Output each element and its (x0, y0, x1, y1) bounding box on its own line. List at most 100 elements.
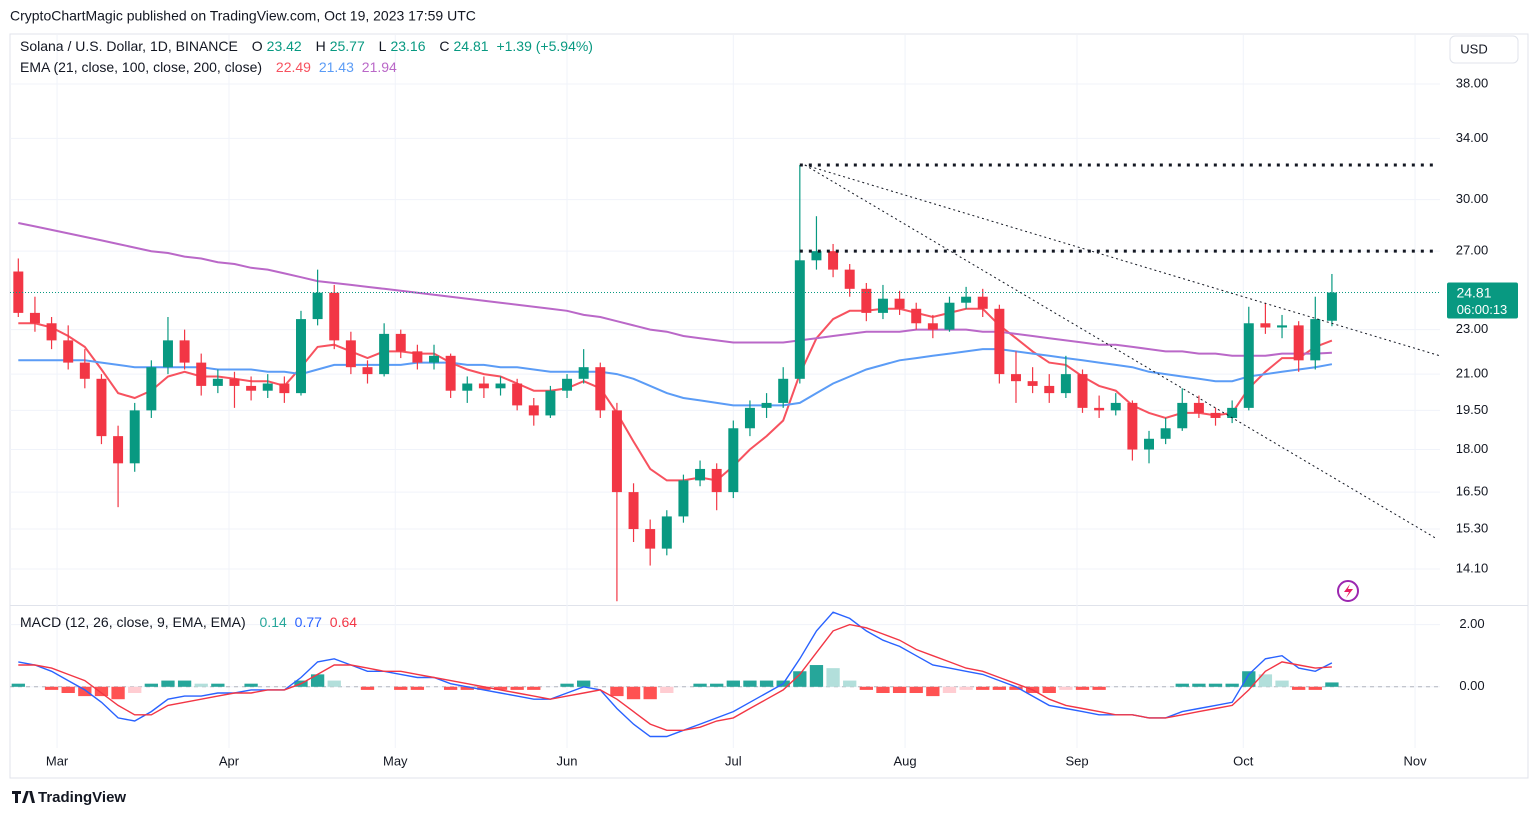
x-tick-label: Aug (894, 753, 917, 768)
candle-body (994, 308, 1005, 375)
macd-histogram-bar (1292, 686, 1306, 690)
macd-histogram-bar (793, 671, 807, 687)
candle-body (844, 269, 855, 289)
y-tick-label: 15.30 (1456, 520, 1489, 535)
candle-body (877, 298, 888, 313)
y-tick-label: 27.00 (1456, 243, 1489, 258)
x-tick-label: Jun (557, 753, 578, 768)
macd-histogram-bar (560, 683, 574, 687)
macd-histogram-bar (310, 674, 325, 687)
y-tick-label: 16.50 (1456, 484, 1489, 499)
macd-value: 0.77 (294, 614, 322, 630)
candle-body (595, 367, 606, 411)
change: +1.39 (+5.94%) (496, 38, 593, 54)
macd-histogram-bar (327, 680, 341, 687)
candle-body (329, 292, 340, 341)
macd-line (18, 623, 1332, 731)
ema-title: EMA (21, close, 100, close, 200, close) (20, 59, 263, 75)
ema-value: 21.43 (318, 59, 354, 75)
candle-body (744, 407, 755, 429)
macd-tick-label: 0.00 (1459, 678, 1484, 693)
main-legend: Solana / U.S. Dollar, 1D, BINANCE O 23.42… (20, 38, 597, 54)
ema-value: 22.49 (275, 59, 311, 75)
macd-legend: MACD (12, 26, close, 9, EMA, EMA) 0.14 0… (20, 614, 361, 630)
candle-body (196, 362, 207, 386)
x-tick-label: Mar (46, 753, 69, 768)
macd-histogram-bar (577, 680, 591, 687)
macd-histogram-bar (443, 686, 458, 690)
candle-body (927, 323, 938, 330)
macd-histogram-bar (211, 683, 225, 687)
candle-body (1027, 381, 1038, 386)
candle-body (711, 468, 722, 493)
publish-header: CryptoChartMagic published on TradingVie… (10, 8, 476, 24)
candle-body (562, 378, 573, 391)
candle-body (811, 251, 822, 261)
currency-button[interactable] (1449, 35, 1519, 64)
price-tag (1447, 282, 1518, 319)
candle-body (1060, 374, 1071, 394)
candle-body (894, 298, 905, 309)
candle-body (1277, 325, 1288, 328)
candle-body (1094, 407, 1105, 411)
macd-histogram-bar (743, 680, 757, 687)
macd-line (18, 611, 1333, 738)
candle-body (279, 383, 290, 394)
macd-histogram-bar (244, 683, 258, 687)
alert-icon[interactable] (1337, 580, 1359, 602)
candle-body (1293, 325, 1304, 361)
macd-histogram-bar (976, 686, 990, 690)
currency-label: USD (1460, 41, 1487, 56)
candle-body (379, 333, 390, 375)
macd-histogram-bar (942, 686, 957, 694)
macd-histogram-bar (78, 686, 92, 697)
alert-bolt (1344, 584, 1353, 598)
x-tick-label: Sep (1065, 753, 1088, 768)
y-tick-label: 23.00 (1456, 321, 1489, 336)
y-tick-label: 38.00 (1456, 75, 1489, 90)
tv-logo (12, 791, 35, 803)
macd-title: MACD (12, 26, close, 9, EMA, EMA) (20, 614, 246, 630)
ohlc-value: 23.42 (266, 38, 302, 54)
y-tick-label: 30.00 (1456, 191, 1489, 206)
candle-body (1193, 402, 1204, 413)
chart-border (9, 33, 1529, 779)
candle-body (429, 355, 439, 363)
macd-histogram-bar (610, 686, 624, 697)
candle-body (578, 367, 589, 379)
y-tick-label: 34.00 (1456, 130, 1489, 145)
candle-body (628, 492, 639, 530)
candle-body (1011, 374, 1021, 382)
candle-body (1177, 402, 1188, 429)
macd-histogram-bar (1325, 682, 1339, 687)
macd-histogram-bar (477, 686, 491, 690)
ema-line (18, 348, 1333, 407)
candle-body (63, 340, 74, 363)
macd-histogram-bar (926, 686, 940, 697)
candle-body (794, 260, 805, 379)
candle-body (1210, 412, 1221, 418)
macd-histogram-bar (759, 680, 774, 687)
candle-body (944, 302, 955, 330)
y-tick-label: 14.10 (1456, 560, 1489, 575)
trend-line (804, 164, 1441, 357)
candle-body (179, 340, 190, 363)
candle-body (312, 292, 323, 320)
macd-histogram-bar (643, 686, 657, 700)
candle-body (246, 385, 257, 391)
ema-line (18, 222, 1332, 357)
macd-histogram-bar (710, 683, 724, 687)
candle-body (1144, 438, 1154, 450)
macd-histogram-bar (1092, 686, 1106, 690)
macd-histogram-bar (876, 686, 890, 694)
macd-histogram-bar (1208, 683, 1223, 687)
candle-body (1243, 323, 1254, 408)
macd-histogram-bar (843, 680, 857, 687)
ohlc-value: 24.81 (453, 38, 489, 54)
macd-histogram-bar (177, 680, 192, 687)
candle-body (1310, 319, 1321, 361)
macd-tick-label: 2.00 (1459, 616, 1484, 631)
ohlc-value: 25.77 (329, 38, 365, 54)
